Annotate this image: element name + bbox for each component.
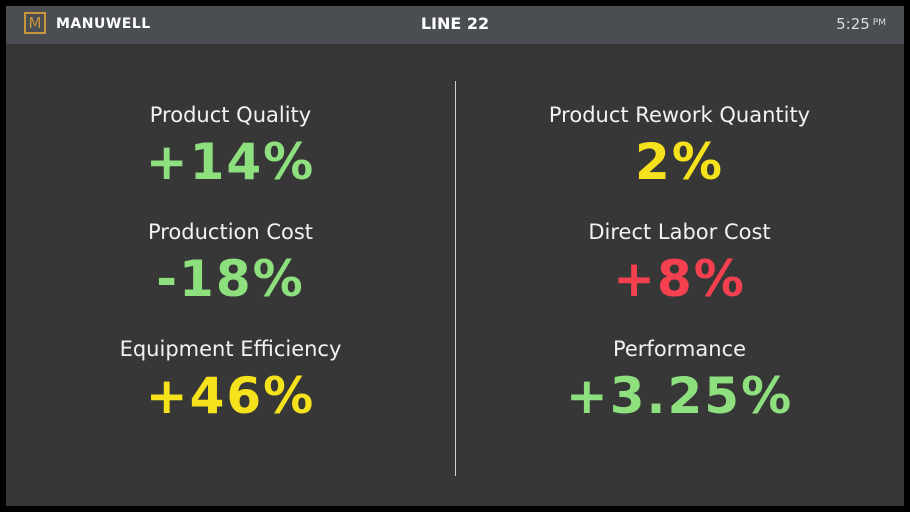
metric-label: Performance bbox=[612, 337, 747, 361]
metric-label: Direct Labor Cost bbox=[588, 220, 771, 244]
metric-equipment-efficiency: Equipment Efficiency +46% bbox=[6, 336, 455, 426]
metric-product-rework-quantity: Product Rework Quantity 2% bbox=[455, 102, 904, 192]
brand-name: MANUWELL bbox=[56, 16, 151, 32]
metric-performance: Performance +3.25% bbox=[455, 336, 904, 426]
metric-value: 2% bbox=[635, 133, 724, 191]
dashboard-screen: M MANUWELL LINE 22 5:25 PM Product Qualit… bbox=[6, 6, 904, 506]
metric-product-quality: Product Quality +14% bbox=[6, 102, 455, 192]
metric-value: -18% bbox=[156, 250, 305, 308]
metrics-right-column: Product Rework Quantity 2% Direct Labor … bbox=[455, 6, 904, 506]
metric-label: Production Cost bbox=[147, 220, 314, 244]
top-bar: M MANUWELL LINE 22 5:25 PM bbox=[6, 6, 904, 44]
clock-time: 5:25 bbox=[836, 15, 870, 33]
metric-value: +46% bbox=[145, 367, 316, 425]
logo-icon: M bbox=[24, 12, 46, 34]
line-title: LINE 22 bbox=[420, 14, 490, 33]
metric-direct-labor-cost: Direct Labor Cost +8% bbox=[455, 219, 904, 309]
metric-value: +3.25% bbox=[565, 367, 794, 425]
metric-label: Product Rework Quantity bbox=[548, 103, 811, 127]
metrics-left-column: Product Quality +14% Production Cost -18… bbox=[6, 6, 455, 506]
metric-label: Product Quality bbox=[149, 103, 312, 127]
metric-value: +14% bbox=[145, 133, 316, 191]
clock-ampm: PM bbox=[872, 18, 886, 28]
metric-value: +8% bbox=[613, 250, 746, 308]
column-divider bbox=[455, 81, 456, 476]
metric-production-cost: Production Cost -18% bbox=[6, 219, 455, 309]
metric-label: Equipment Efficiency bbox=[119, 337, 342, 361]
clock: 5:25 PM bbox=[836, 14, 886, 34]
